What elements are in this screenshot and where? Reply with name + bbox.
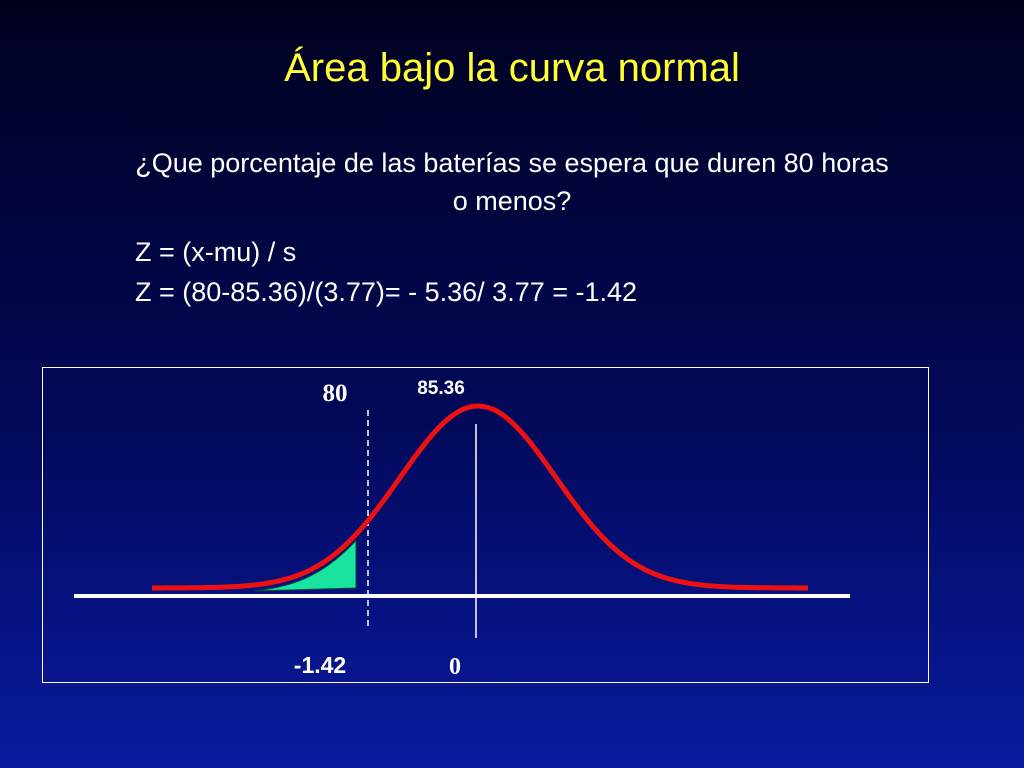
x-label: 80 [323,380,348,407]
question: ¿Que porcentaje de las baterías se esper… [0,144,1024,220]
formula: Z = (x-mu) / s [135,237,297,267]
diagram-frame [42,367,929,683]
formulas: Z = (x-mu) / s Z = (80-85.36)/(3.77)= - … [135,232,637,312]
shaded-area [254,539,357,592]
question-line: o menos? [452,186,572,216]
slide-title: Área bajo la curva normal [284,46,740,90]
question-line: ¿Que porcentaje de las baterías se esper… [135,148,889,178]
formula: Z = (80-85.36)/(3.77)= - 5.36/ 3.77 = -1… [135,277,638,307]
normal-curve [152,403,808,591]
z-label: -1.42 [294,652,346,678]
zero-label: 0 [449,654,461,680]
mean-label: 85.36 [417,378,465,399]
